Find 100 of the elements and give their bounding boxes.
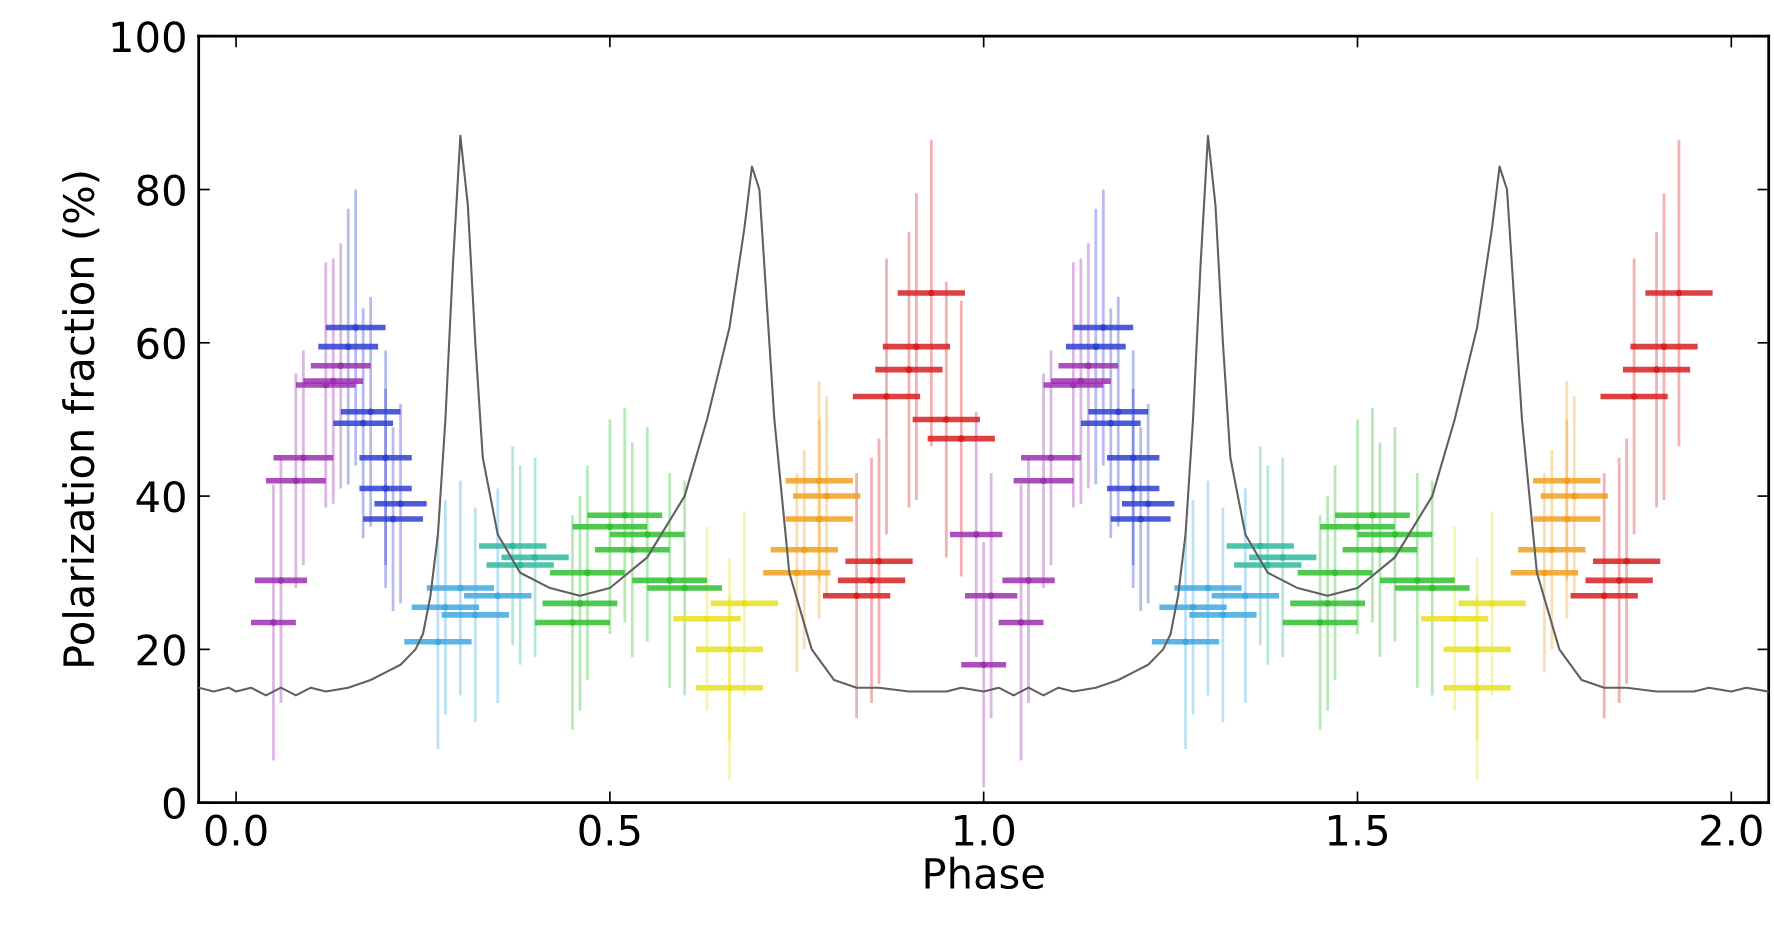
x-tick-label: 0.5 bbox=[579, 814, 640, 847]
point bbox=[621, 511, 629, 519]
point bbox=[1100, 324, 1107, 331]
point bbox=[644, 531, 651, 538]
y-tick-label: 20 bbox=[137, 634, 185, 666]
point bbox=[1204, 584, 1212, 592]
point bbox=[1017, 619, 1025, 626]
point bbox=[726, 646, 733, 653]
point bbox=[801, 546, 808, 553]
point bbox=[905, 366, 913, 373]
point bbox=[1354, 523, 1361, 530]
point bbox=[815, 515, 823, 523]
point bbox=[972, 531, 980, 538]
point bbox=[1107, 420, 1115, 427]
point bbox=[1316, 619, 1324, 626]
point bbox=[442, 603, 449, 611]
point bbox=[987, 592, 995, 599]
point bbox=[531, 554, 539, 561]
point bbox=[928, 289, 935, 297]
point bbox=[1563, 477, 1571, 485]
point bbox=[1129, 485, 1137, 492]
point bbox=[666, 577, 673, 584]
point bbox=[576, 600, 584, 607]
point bbox=[1040, 477, 1047, 485]
point bbox=[1257, 542, 1264, 550]
y-tick-label: 60 bbox=[137, 327, 185, 360]
x-axis-title: Phase bbox=[925, 856, 1044, 890]
point bbox=[352, 324, 359, 331]
point bbox=[793, 569, 801, 576]
point bbox=[1623, 557, 1630, 565]
point bbox=[958, 435, 965, 442]
point bbox=[1473, 646, 1481, 653]
point bbox=[853, 592, 860, 599]
point bbox=[270, 619, 277, 626]
point bbox=[359, 420, 367, 427]
point bbox=[457, 584, 464, 592]
point bbox=[322, 381, 330, 389]
point bbox=[1264, 561, 1272, 569]
point bbox=[1630, 393, 1638, 400]
point bbox=[1660, 343, 1668, 350]
point bbox=[1451, 615, 1458, 622]
point bbox=[1473, 684, 1481, 691]
point bbox=[300, 454, 307, 462]
x-tick-label: 1.0 bbox=[955, 814, 1015, 847]
point bbox=[397, 500, 404, 508]
point bbox=[292, 477, 300, 485]
point bbox=[1129, 454, 1137, 462]
x-tick-label: 2.0 bbox=[1701, 814, 1762, 847]
point bbox=[823, 492, 830, 500]
y-axis-title: Polarization fraction (%) bbox=[62, 172, 100, 666]
point bbox=[382, 454, 389, 462]
point bbox=[1324, 600, 1331, 607]
y-tick-label: 40 bbox=[136, 480, 185, 513]
y-tick-label: 80 bbox=[137, 174, 185, 206]
point bbox=[1219, 611, 1227, 619]
line-series bbox=[198, 134, 1769, 697]
point bbox=[741, 600, 748, 607]
point bbox=[1189, 603, 1197, 611]
point bbox=[277, 577, 285, 584]
point bbox=[1571, 492, 1578, 500]
point bbox=[367, 408, 374, 416]
point bbox=[1369, 511, 1376, 519]
point bbox=[943, 416, 950, 423]
point bbox=[1070, 381, 1077, 389]
point bbox=[434, 638, 442, 645]
point bbox=[1077, 377, 1085, 385]
y-tick-label: 0 bbox=[163, 787, 185, 820]
point bbox=[1488, 600, 1496, 607]
point bbox=[606, 523, 614, 530]
point bbox=[1428, 584, 1436, 592]
point bbox=[1615, 577, 1623, 584]
point bbox=[1548, 546, 1556, 553]
point bbox=[1541, 569, 1548, 576]
point bbox=[1047, 454, 1055, 462]
x-tick-label: 0.0 bbox=[205, 814, 267, 847]
point bbox=[1085, 362, 1092, 370]
point bbox=[875, 557, 883, 565]
x-tick-label: 1.5 bbox=[1328, 815, 1387, 847]
point bbox=[681, 584, 688, 592]
point bbox=[1279, 554, 1286, 561]
point bbox=[1600, 592, 1608, 599]
point bbox=[330, 377, 337, 385]
point bbox=[1563, 515, 1571, 523]
point bbox=[980, 661, 987, 668]
point bbox=[1391, 531, 1399, 538]
point bbox=[337, 362, 344, 370]
point bbox=[726, 684, 733, 691]
point bbox=[1182, 638, 1189, 645]
point bbox=[868, 577, 875, 584]
point bbox=[629, 546, 636, 553]
point bbox=[913, 343, 920, 350]
point bbox=[509, 542, 516, 550]
point bbox=[1025, 577, 1032, 584]
point bbox=[569, 619, 576, 626]
point bbox=[1675, 289, 1683, 297]
point bbox=[703, 615, 711, 622]
point bbox=[1331, 569, 1339, 576]
point bbox=[1092, 343, 1100, 350]
point bbox=[1144, 500, 1152, 508]
point bbox=[494, 592, 501, 599]
